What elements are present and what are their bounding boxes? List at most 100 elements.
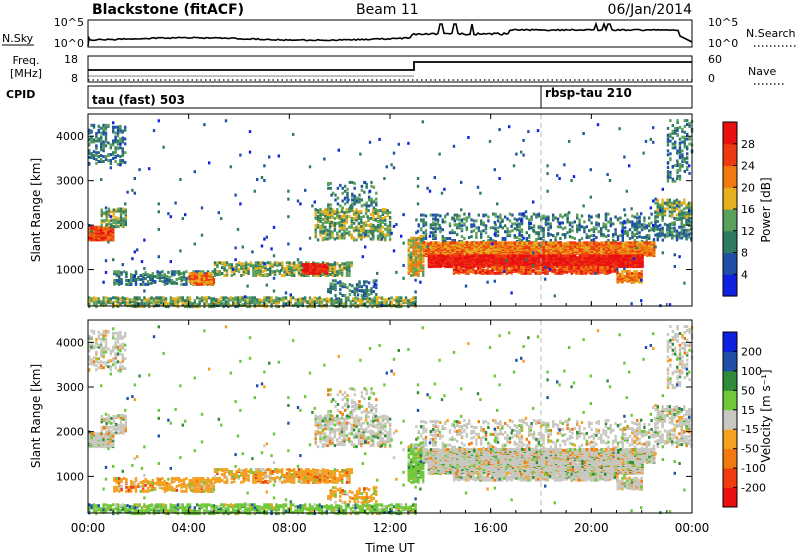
power-cell [300, 264, 303, 268]
power-cell [427, 254, 431, 258]
power-cell [636, 220, 639, 224]
power-cell [412, 245, 415, 249]
power-cell [191, 279, 194, 282]
power-cell [254, 274, 257, 277]
power-cell [636, 216, 639, 220]
power-cell [628, 237, 632, 240]
power-cell [609, 241, 613, 245]
power-cell [600, 241, 603, 245]
power-cell [115, 221, 118, 225]
power-cell [470, 235, 473, 239]
power-cell [100, 225, 103, 229]
power-cell [545, 255, 548, 259]
power-cell [103, 219, 106, 223]
power-cell [468, 241, 471, 245]
power-cell [155, 301, 158, 305]
power-cell [292, 296, 295, 300]
power-cell [590, 234, 593, 238]
power-cell [166, 280, 169, 283]
power-cell [188, 272, 192, 276]
power-cell [355, 196, 359, 200]
power-cell [564, 242, 567, 246]
power-cell [114, 131, 117, 135]
power-cell [595, 221, 598, 225]
power-cell [276, 261, 279, 265]
power-cell [104, 123, 108, 127]
power-cell [95, 302, 98, 306]
power-cell [568, 228, 572, 232]
power-cell [564, 226, 567, 230]
power-cell [444, 242, 447, 246]
power-cell [193, 274, 196, 278]
power-cell [120, 280, 123, 284]
power-cell [410, 264, 413, 268]
power-cell [92, 225, 96, 229]
power-cell [90, 152, 93, 156]
power-cell [230, 263, 233, 267]
power-cell [439, 242, 442, 246]
power-cell [456, 213, 459, 217]
power-cell [331, 230, 334, 234]
nsky-tick-low: 10^0 [54, 37, 84, 50]
power-cell [412, 296, 415, 300]
power-cell [552, 241, 555, 245]
power-cell [253, 299, 256, 303]
power-cell [112, 225, 115, 229]
power-cell [150, 296, 153, 300]
power-cell [95, 227, 98, 231]
power-cell [293, 261, 296, 265]
power-cell [588, 229, 591, 233]
power-cell [119, 302, 122, 306]
power-cell [513, 241, 517, 245]
power-cell [110, 223, 113, 227]
power-cell [348, 269, 351, 273]
power-cell [410, 242, 413, 246]
power-cell [297, 261, 301, 265]
power-cell [404, 299, 408, 303]
power-cell [388, 297, 391, 301]
power-cell [221, 266, 224, 270]
power-cell [163, 280, 166, 283]
power-cell [343, 283, 347, 287]
power-cell [334, 193, 337, 197]
power-cell [285, 270, 289, 274]
power-cell [414, 245, 418, 249]
power-cell [237, 270, 241, 274]
power-cell [122, 217, 125, 221]
power-cell [624, 226, 627, 230]
power-cell [343, 294, 347, 297]
power-cell [437, 241, 440, 245]
power-cell [114, 140, 117, 144]
power-cell [325, 297, 328, 301]
power-cell [281, 261, 284, 265]
power-cell [547, 241, 550, 245]
power-cell [381, 208, 385, 212]
power-cell [228, 263, 231, 267]
power-cell [162, 296, 165, 300]
power-cell [338, 264, 341, 268]
power-cell [88, 137, 91, 141]
power-cell [176, 296, 180, 300]
power-cell [297, 263, 301, 267]
power-cell [95, 134, 98, 138]
power-cell [432, 221, 435, 225]
power-cell [191, 281, 194, 285]
power-cell [336, 211, 339, 215]
power-cell [556, 217, 560, 221]
power-cell [388, 220, 392, 224]
power-cell [547, 222, 550, 226]
power-cell [240, 274, 243, 277]
power-cell [542, 254, 546, 258]
power-cell [144, 282, 147, 286]
power-cell [609, 217, 612, 221]
power-cell [268, 300, 271, 304]
power-cell [480, 254, 483, 258]
power-cell [125, 271, 128, 275]
power-cell [115, 216, 118, 220]
power-cell [345, 215, 349, 218]
power-cell [604, 223, 608, 227]
power-cell [360, 216, 363, 219]
power-cell [326, 211, 329, 215]
power-cell [532, 224, 536, 228]
power-cell [333, 274, 337, 277]
